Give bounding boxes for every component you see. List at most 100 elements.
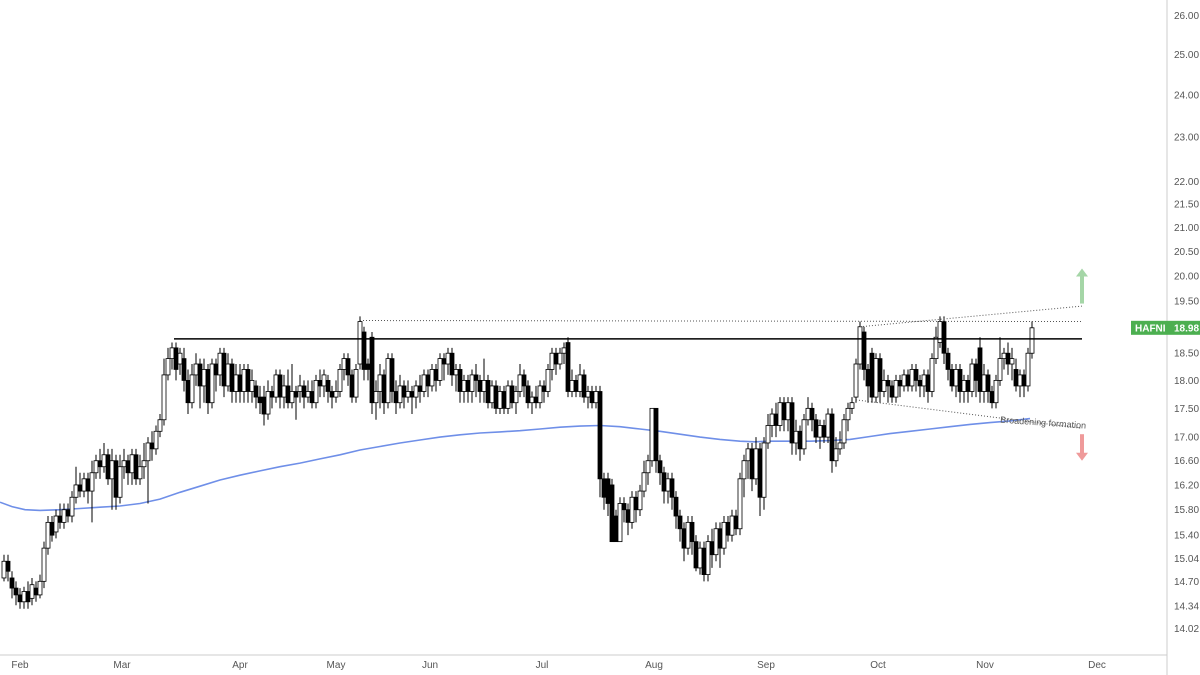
candle-body [165,358,171,376]
moving-average-line [0,417,1031,512]
candle-body [973,363,979,381]
time-axis[interactable]: Feb Mar Apr May Jun Jul Aug Sep Oct Nov Dec [0,654,1167,671]
candle-body [573,380,579,392]
candle-body [245,369,251,392]
candle [345,353,351,386]
candle [37,574,43,599]
candle [21,586,27,609]
candle-body [405,391,411,398]
candle-body [529,396,535,404]
candle-body [449,352,455,376]
candle-body [185,380,191,404]
price-tick-label: 19.50 [1174,296,1199,307]
candle [353,364,359,403]
candle [257,385,263,415]
candle-body [213,363,219,376]
candle-body [941,321,947,354]
candle [993,374,999,409]
price-axis[interactable]: 26.00 25.00 24.00 23.00 22.00 21.50 21.00 20.50… [1166,0,1199,675]
candle-body [365,363,371,370]
candle [73,466,79,504]
arrow-shaft [1080,274,1084,304]
candle [541,380,547,403]
candle [901,369,907,392]
candle [225,353,231,392]
candle [269,385,275,409]
candle-body [885,380,891,387]
candle [985,369,991,403]
candle-body [501,391,507,409]
candle [77,472,83,498]
candle-body [525,385,531,404]
candle [341,353,347,381]
price-tick-label: 23.00 [1174,133,1199,144]
candle-body [985,374,991,392]
candle [793,419,799,455]
candle-body [689,521,695,543]
candle-body [745,448,751,462]
candle [521,369,527,398]
candle-body [701,547,707,575]
candle-body [577,374,583,392]
month-label: Apr [232,660,248,671]
drawings: Broadening formation [174,268,1088,461]
candle [705,535,711,582]
candle-body [657,460,663,474]
candle-body [965,380,971,392]
candle [681,522,687,562]
candle-body [737,478,743,530]
candle-body [157,419,163,432]
candle-body [589,391,595,404]
candle-body [117,466,123,498]
candle [141,442,147,479]
candle [221,347,227,398]
candle-body [381,374,387,404]
candle-body [69,496,75,517]
candle-body [345,358,351,376]
candle [89,460,95,523]
candle-body [669,478,675,498]
candle [557,347,563,370]
month-label: Jun [422,660,438,671]
candle [833,437,839,467]
candle-body [281,385,287,398]
month-label: Sep [757,660,775,671]
candle-body [121,460,127,468]
candle-body [369,336,375,404]
candle-body [77,484,83,492]
candle-body [297,385,303,392]
candle-body [493,385,499,409]
candle-body [877,358,883,392]
candle [417,374,423,403]
arrow-head [1076,452,1088,461]
candle-body [409,391,415,398]
candle-body [557,352,563,365]
candle-body [257,396,263,404]
candle-body [393,391,399,404]
candle [853,358,859,403]
candle-body [25,591,31,603]
candle [849,397,855,415]
candle-body [929,358,935,392]
candle-body [309,391,315,404]
candle-body [889,385,895,398]
candle-body [5,560,11,572]
candle-body [273,374,279,398]
candle [809,402,815,432]
candle [453,364,459,392]
candle [41,541,47,589]
candle-body [461,380,467,392]
candle-body [817,425,823,438]
candle-body [133,454,139,480]
candle-body [921,374,927,387]
candle [293,385,299,420]
price-badge-symbol: HAFNI [1135,323,1166,334]
candle [721,516,727,555]
broadening-upper-line [859,305,1083,328]
candle [657,454,663,485]
candle [881,369,887,398]
candle-body [109,460,115,480]
candle [689,516,695,555]
candle [1025,347,1031,392]
candle [589,385,595,409]
